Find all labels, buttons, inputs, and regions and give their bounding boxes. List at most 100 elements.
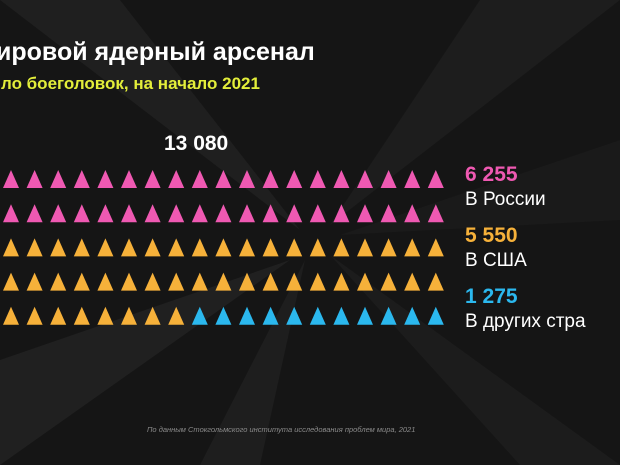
warhead-icon bbox=[191, 170, 208, 188]
warhead-icon bbox=[168, 306, 185, 325]
warhead-icon bbox=[357, 272, 373, 291]
legend-usa-label: В США bbox=[465, 250, 527, 271]
warhead-icon bbox=[239, 238, 255, 257]
legend-other-value: 1 275 bbox=[465, 285, 518, 308]
warhead-icon bbox=[286, 170, 303, 188]
warhead-icon bbox=[309, 306, 326, 325]
warhead-icon bbox=[286, 306, 303, 325]
warhead-icon bbox=[191, 272, 208, 291]
warhead-icon bbox=[262, 204, 279, 223]
warhead-icon bbox=[97, 170, 114, 188]
warhead-icon bbox=[26, 170, 43, 188]
warhead-icon bbox=[121, 170, 137, 188]
legend-other: 1 275 В других стра bbox=[465, 285, 586, 335]
chart-title: ировой ядерный арсенал bbox=[0, 38, 315, 66]
warhead-icon bbox=[286, 272, 303, 291]
warhead-icon bbox=[333, 306, 350, 325]
total-label: 13 080 bbox=[164, 132, 229, 155]
warhead-icon bbox=[404, 170, 421, 188]
warhead-icon bbox=[73, 272, 90, 291]
warhead-icon bbox=[97, 238, 114, 257]
warhead-icon bbox=[309, 170, 326, 188]
warhead-icon bbox=[191, 204, 208, 223]
warhead-icon bbox=[357, 170, 373, 188]
warhead-icon bbox=[215, 204, 232, 223]
legend-russia-value: 6 255 bbox=[465, 163, 518, 186]
warhead-icon bbox=[168, 204, 185, 223]
warhead-icon bbox=[144, 306, 161, 325]
chart-subtitle: ло боеголовок, на начало 2021 bbox=[1, 74, 260, 93]
legend-russia-label: В России bbox=[465, 189, 546, 210]
warhead-icon bbox=[286, 204, 303, 223]
warhead-icon bbox=[3, 306, 19, 325]
warhead-icon bbox=[309, 204, 326, 223]
warhead-icon bbox=[215, 306, 232, 325]
warhead-icon bbox=[168, 238, 185, 257]
warhead-icon bbox=[262, 306, 279, 325]
warhead-icon bbox=[97, 272, 114, 291]
warhead-icon bbox=[144, 204, 161, 223]
warhead-icon bbox=[168, 272, 185, 291]
warhead-icon bbox=[309, 238, 326, 257]
warhead-icon bbox=[26, 272, 43, 291]
warhead-icon bbox=[3, 272, 19, 291]
warhead-icon bbox=[26, 306, 43, 325]
warhead-icon bbox=[50, 170, 67, 188]
warhead-icon bbox=[357, 306, 373, 325]
warhead-icon bbox=[215, 272, 232, 291]
warhead-icon bbox=[357, 238, 373, 257]
warhead-icon bbox=[73, 204, 90, 223]
warhead-icon bbox=[380, 272, 397, 291]
warhead-icon bbox=[26, 238, 43, 257]
legend-russia: 6 255 В России bbox=[465, 163, 546, 213]
warhead-icon bbox=[3, 204, 19, 223]
warhead-icon bbox=[427, 272, 444, 291]
warhead-icon bbox=[427, 170, 444, 188]
legend-usa: 5 550 В США bbox=[465, 224, 527, 274]
warhead-icon bbox=[262, 238, 279, 257]
warhead-icon bbox=[73, 306, 90, 325]
warhead-icon bbox=[215, 170, 232, 188]
legend-usa-value: 5 550 bbox=[465, 224, 518, 247]
warhead-icon bbox=[262, 272, 279, 291]
warhead-icon bbox=[168, 170, 185, 188]
warhead-icon bbox=[309, 272, 326, 291]
warhead-icon bbox=[262, 170, 279, 188]
warhead-icon bbox=[286, 238, 303, 257]
warhead-icon bbox=[380, 238, 397, 257]
warhead-icon bbox=[73, 238, 90, 257]
warhead-icon bbox=[144, 238, 161, 257]
warhead-icon bbox=[357, 204, 373, 223]
warhead-icon bbox=[144, 272, 161, 291]
warhead-icon bbox=[239, 170, 255, 188]
warhead-icon bbox=[333, 272, 350, 291]
warhead-icon bbox=[380, 204, 397, 223]
warhead-icon bbox=[239, 204, 255, 223]
warhead-icon bbox=[380, 170, 397, 188]
warhead-icon bbox=[121, 306, 137, 325]
warhead-pictogram bbox=[3, 170, 444, 325]
warhead-icon bbox=[3, 170, 19, 188]
warhead-icon bbox=[427, 306, 444, 325]
warhead-icon bbox=[50, 204, 67, 223]
warhead-icon bbox=[404, 204, 421, 223]
warhead-icon bbox=[50, 306, 67, 325]
warhead-icon bbox=[191, 306, 208, 325]
source-note: По данным Стокгольмского института иссле… bbox=[147, 425, 416, 434]
warhead-icon bbox=[191, 238, 208, 257]
warhead-icon bbox=[50, 272, 67, 291]
warhead-icon bbox=[404, 238, 421, 257]
warhead-icon bbox=[333, 238, 350, 257]
warhead-icon bbox=[121, 272, 137, 291]
warhead-icon bbox=[215, 238, 232, 257]
warhead-icon bbox=[121, 238, 137, 257]
warhead-icon bbox=[380, 306, 397, 325]
warhead-icon bbox=[3, 238, 19, 257]
legend-other-label: В других стра bbox=[465, 311, 586, 332]
warhead-icon bbox=[121, 204, 137, 223]
warhead-icon bbox=[427, 238, 444, 257]
warhead-icon bbox=[427, 204, 444, 223]
warhead-icon bbox=[239, 272, 255, 291]
warhead-icon bbox=[97, 204, 114, 223]
